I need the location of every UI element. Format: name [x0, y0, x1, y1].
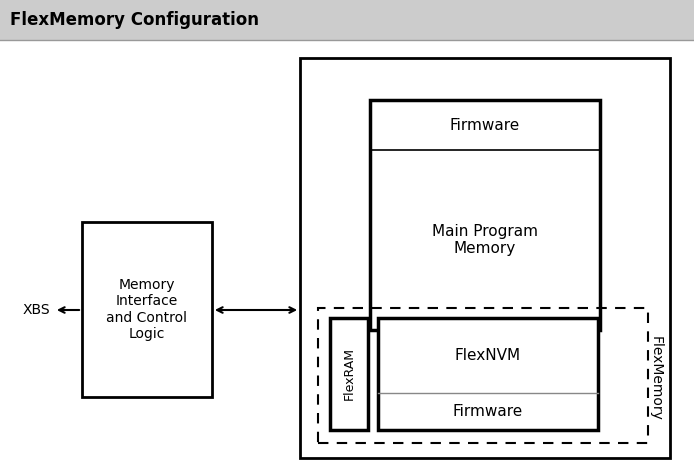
Text: Firmware: Firmware: [450, 117, 520, 133]
Bar: [82, 222, 212, 397]
Bar: [300, 58, 670, 458]
Text: Main Program
Memory: Main Program Memory: [432, 224, 538, 256]
Text: Memory
Interface
and Control
Logic: Memory Interface and Control Logic: [106, 278, 187, 341]
Bar: [318, 308, 648, 443]
Text: XBS: XBS: [22, 303, 50, 317]
Text: FlexMemory Configuration: FlexMemory Configuration: [10, 11, 259, 29]
Bar: [330, 318, 368, 430]
Bar: [370, 100, 600, 330]
Text: FlexNVM: FlexNVM: [455, 348, 521, 363]
Text: FlexMemory: FlexMemory: [649, 335, 663, 420]
Text: Firmware: Firmware: [453, 404, 523, 419]
Bar: [378, 318, 598, 430]
Bar: [0, 0, 694, 40]
Text: FlexRAM: FlexRAM: [343, 348, 355, 400]
